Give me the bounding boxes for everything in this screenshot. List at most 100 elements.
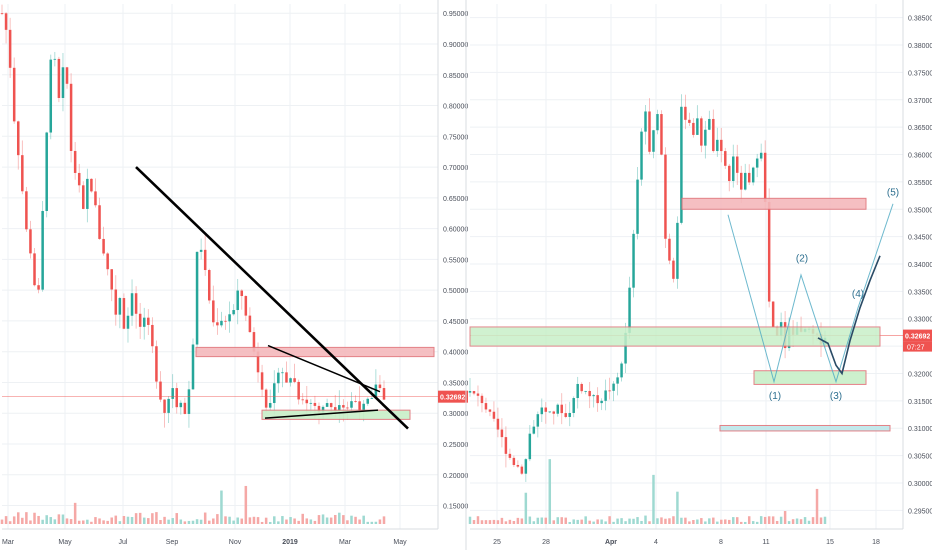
candle-body	[656, 114, 659, 131]
candle-body	[588, 390, 591, 397]
candle-body	[281, 372, 284, 374]
candle-body	[179, 402, 183, 408]
volume-bar	[309, 519, 313, 524]
volume-bar	[743, 521, 747, 524]
candle-body	[620, 363, 623, 378]
volume-bar	[370, 521, 374, 524]
candle-body	[61, 67, 65, 98]
candle-body	[568, 412, 571, 417]
volume-bar	[799, 519, 803, 524]
y-tick-label: 0.36000	[908, 153, 932, 160]
volume-bar	[783, 511, 787, 524]
volume-bar	[57, 514, 61, 524]
volume-bar	[552, 520, 556, 524]
candle-body	[195, 251, 199, 345]
candle-body	[151, 324, 154, 347]
volume-bar	[492, 519, 496, 524]
volume-bar	[616, 518, 619, 524]
volume-bar	[228, 516, 231, 524]
volume-bar	[41, 519, 44, 524]
projection-path	[817, 255, 881, 376]
x-tick-label: Mar	[2, 539, 15, 546]
candle-body	[49, 59, 53, 133]
volume-bar	[564, 517, 567, 524]
volume-bar	[716, 521, 719, 524]
resistance-zone-right	[681, 197, 867, 210]
candle-body	[183, 402, 187, 414]
volume-bar	[612, 521, 615, 524]
y-tick-label: 0.36500	[908, 125, 932, 132]
candle-body	[110, 269, 113, 290]
volume-bar	[118, 521, 122, 524]
volume-bar	[29, 520, 32, 524]
candle-body	[747, 172, 751, 183]
candle-body	[73, 150, 77, 173]
candle-body	[25, 191, 28, 230]
candle-body	[684, 106, 687, 120]
volume-bar	[163, 516, 166, 524]
candle-body	[16, 121, 20, 156]
volume-bar	[728, 519, 731, 524]
volume-bar	[69, 519, 73, 524]
volume-bar	[516, 517, 520, 524]
volume-bar	[767, 516, 771, 524]
volume-bar	[110, 517, 113, 524]
candle-body	[512, 457, 516, 465]
volume-bar	[668, 518, 671, 524]
volume-bar	[25, 512, 28, 524]
x-tick-label: 2019	[282, 539, 298, 546]
volume-bar	[301, 513, 304, 524]
candle-body	[751, 167, 755, 183]
volume-bar	[358, 519, 361, 524]
y-tick-label: 0.65000	[443, 196, 468, 203]
countdown-label: 07:27	[907, 345, 925, 352]
volume-bar	[134, 513, 138, 524]
y-tick-label: 0.35500	[908, 180, 932, 187]
candle-body	[496, 418, 500, 430]
volume-bar	[632, 518, 635, 524]
volume-bar	[700, 518, 703, 524]
volume-bar	[660, 517, 663, 524]
candle-body	[540, 407, 544, 415]
volume-bar	[212, 518, 215, 524]
candle-body	[122, 298, 126, 329]
candle-body	[378, 384, 382, 389]
y-tick-label: 0.33500	[908, 289, 932, 296]
candle-body	[608, 390, 611, 392]
triangle-lower-line	[264, 409, 379, 419]
volume-bar	[676, 491, 679, 524]
candle-body	[600, 400, 603, 404]
candle-body	[12, 67, 16, 122]
volume-bar	[640, 520, 643, 524]
volume-bar	[512, 520, 516, 524]
candle-body	[240, 290, 244, 297]
volume-bar	[648, 521, 651, 524]
volume-bar	[12, 516, 16, 524]
candle-body	[564, 413, 567, 417]
volume-bar	[604, 521, 607, 524]
volume-bar	[763, 516, 767, 524]
candle-body	[692, 122, 695, 135]
candle-body	[374, 384, 378, 399]
candle-body	[37, 285, 40, 290]
candle-body	[216, 322, 219, 326]
volume-bar	[787, 521, 791, 524]
volume-bar	[191, 520, 195, 524]
volume-bar	[248, 517, 252, 524]
volume-bar	[488, 520, 492, 524]
volume-bar	[544, 517, 548, 524]
y-tick-label: 0.45000	[443, 319, 468, 326]
volume-bar	[600, 519, 603, 524]
volume-bar	[540, 517, 544, 524]
candle-body	[739, 172, 743, 190]
candle-body	[700, 118, 703, 146]
volume-bar	[362, 515, 365, 524]
volume-bar	[608, 516, 611, 524]
y-tick-label: 0.40000	[443, 350, 468, 357]
volume-bar	[480, 520, 484, 524]
y-tick-label: 0.70000	[443, 165, 468, 172]
volume-bar	[656, 518, 659, 524]
candle-body	[212, 300, 215, 323]
volume-bar	[476, 516, 480, 524]
